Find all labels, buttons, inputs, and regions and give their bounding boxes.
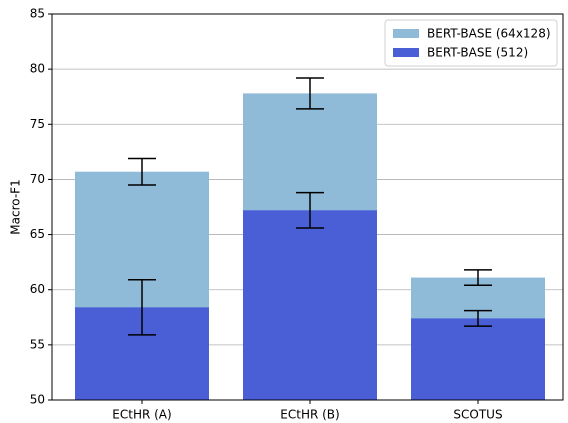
x-tick-label: ECtHR (B) — [280, 408, 339, 422]
legend-box — [384, 19, 558, 67]
y-tick-label: 50 — [30, 393, 45, 407]
y-axis-label: Macro-F1 — [9, 179, 23, 234]
axes-frame — [51, 13, 564, 401]
error-bar — [464, 269, 492, 287]
legend-swatch — [393, 29, 419, 38]
x-tick-label: ECtHR (A) — [112, 408, 171, 422]
error-bar — [296, 191, 324, 229]
y-tick-label: 80 — [30, 62, 45, 76]
y-tick-label: 70 — [30, 172, 45, 186]
error-bar — [128, 279, 156, 336]
bar — [411, 318, 545, 400]
error-bar — [296, 77, 324, 110]
bar — [243, 210, 377, 400]
legend-label: BERT-BASE (512) — [427, 46, 528, 60]
x-tick-label: SCOTUS — [453, 408, 502, 422]
y-tick-label: 55 — [30, 337, 45, 351]
y-tick-label: 60 — [30, 282, 45, 296]
y-tick-label: 85 — [30, 7, 45, 21]
error-bar — [464, 309, 492, 327]
error-bar — [128, 157, 156, 186]
legend-swatch — [393, 48, 419, 57]
y-tick-label: 65 — [30, 227, 45, 241]
legend-label: BERT-BASE (64x128) — [427, 27, 551, 41]
y-tick-label: 75 — [30, 117, 45, 131]
